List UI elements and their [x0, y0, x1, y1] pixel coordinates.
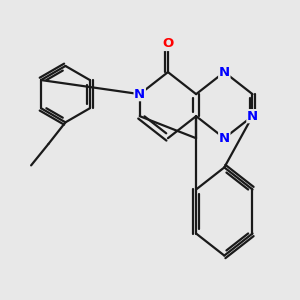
- Text: O: O: [162, 38, 174, 50]
- Text: N: N: [134, 88, 145, 100]
- Text: N: N: [219, 132, 230, 145]
- Text: N: N: [219, 66, 230, 79]
- Text: N: N: [247, 110, 258, 123]
